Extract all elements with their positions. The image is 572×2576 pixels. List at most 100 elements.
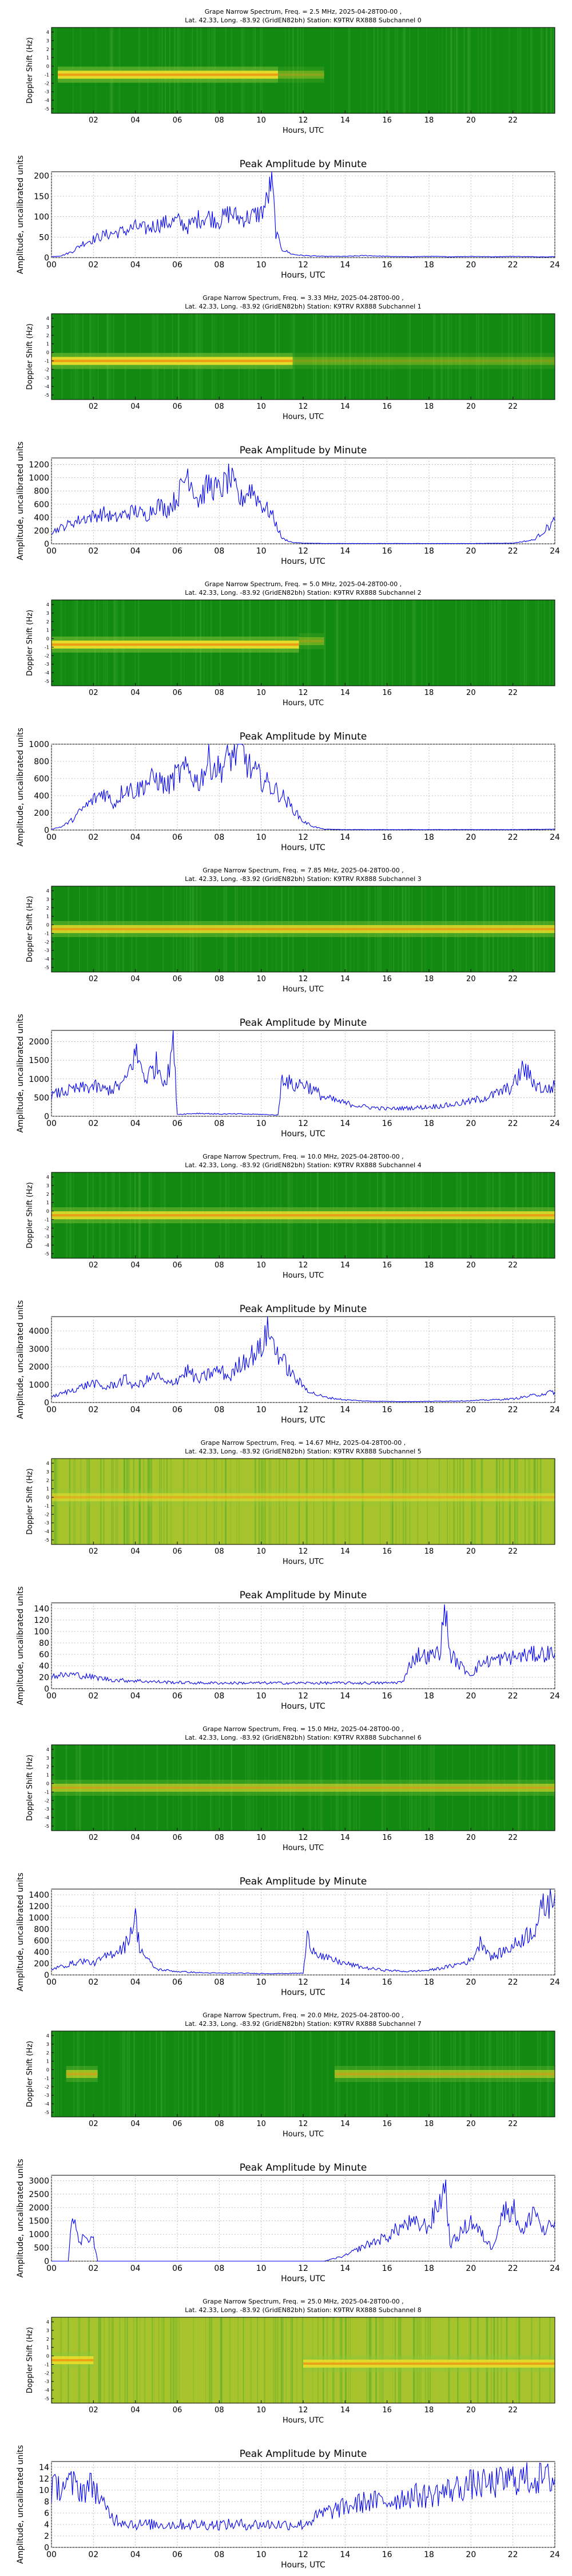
noise-streak: [409, 1459, 411, 1544]
noise-streak: [283, 1459, 284, 1544]
doppler-tick-label: 2: [46, 47, 49, 52]
noise-streak: [500, 600, 502, 686]
noise-streak: [54, 1459, 55, 1544]
spectrogram-ylabel: Doppler Shift (Hz): [26, 1468, 34, 1535]
y-tick-label: 1200: [29, 461, 49, 470]
x-tick-label: 14: [340, 2406, 350, 2415]
x-tick-label: 10: [256, 2550, 267, 2559]
noise-streak: [475, 600, 477, 686]
x-tick-label: 10: [256, 1834, 266, 1842]
spectrogram-panel-5: Grape Narrow Spectrum, Freq. = 14.67 MHz…: [26, 1439, 555, 1566]
x-tick-label: 18: [424, 1692, 434, 1701]
x-tick-label: 08: [214, 2264, 224, 2273]
signal-core: [335, 2073, 555, 2075]
x-tick-label: 06: [172, 2264, 182, 2273]
noise-streak: [349, 314, 351, 400]
noise-streak: [69, 1459, 71, 1544]
x-tick-label: 14: [340, 2120, 350, 2128]
amplitude-ylabel: Amplitude, uncalibrated units: [16, 441, 25, 560]
noise-streak: [291, 2317, 293, 2403]
noise-streak: [288, 27, 290, 113]
doppler-tick-label: 2: [46, 906, 49, 911]
noise-streak: [205, 2317, 206, 2403]
noise-streak: [309, 600, 311, 686]
noise-streak: [345, 600, 347, 686]
noise-streak: [451, 27, 452, 113]
noise-streak: [74, 1459, 76, 1544]
x-tick-label: 04: [130, 2550, 141, 2559]
noise-streak: [166, 1459, 168, 1544]
doppler-tick-label: 0: [46, 350, 49, 355]
noise-streak: [111, 1459, 113, 1544]
x-tick-label: 18: [424, 689, 434, 697]
noise-streak: [462, 1459, 464, 1544]
y-tick-label: 0: [44, 1685, 49, 1694]
noise-streak: [285, 1459, 288, 1544]
noise-streak: [459, 314, 462, 400]
noise-streak: [442, 27, 443, 113]
noise-streak: [235, 2031, 236, 2117]
x-tick-label: 16: [382, 1405, 392, 1415]
x-tick-label: 18: [424, 2550, 434, 2559]
x-tick-label: 00: [46, 2550, 57, 2559]
x-tick-label: 18: [424, 1547, 434, 1556]
noise-streak: [305, 1459, 308, 1544]
noise-streak: [225, 1459, 227, 1544]
doppler-tick-label: -5: [45, 2110, 49, 2115]
y-tick-label: 3000: [29, 2176, 49, 2186]
noise-streak: [150, 1459, 152, 1544]
noise-streak: [540, 600, 542, 686]
noise-streak: [507, 27, 509, 113]
doppler-tick-label: -2: [45, 1226, 49, 1231]
noise-streak: [526, 314, 528, 400]
noise-streak: [100, 1459, 102, 1544]
spectrogram-ylabel: Doppler Shift (Hz): [26, 1182, 34, 1249]
x-tick-label: 14: [340, 1978, 350, 1987]
signal-core: [51, 1496, 555, 1499]
signal-core: [51, 928, 555, 930]
noise-streak: [148, 1459, 149, 1544]
noise-streak: [288, 2031, 290, 2117]
noise-streak: [526, 600, 527, 686]
noise-streak: [384, 600, 387, 686]
spectrogram-ylabel: Doppler Shift (Hz): [26, 2041, 34, 2107]
noise-streak: [404, 600, 406, 686]
noise-streak: [344, 1459, 346, 1544]
noise-streak: [263, 1459, 264, 1544]
noise-streak: [280, 2317, 283, 2403]
doppler-tick-label: 3: [46, 2328, 49, 2333]
noise-streak: [297, 27, 299, 113]
y-tick-label: 1500: [29, 1056, 49, 1065]
signal-halo: [299, 633, 324, 649]
y-tick-label: 2000: [29, 1038, 49, 1047]
x-tick-label: 16: [382, 1978, 392, 1987]
noise-streak: [128, 2031, 130, 2117]
x-tick-label: 14: [340, 1834, 350, 1842]
x-tick-label: 22: [508, 2120, 518, 2128]
y-tick-label: 6: [44, 2509, 49, 2518]
x-tick-label: 20: [466, 1547, 476, 1556]
noise-streak: [362, 1459, 364, 1544]
noise-streak: [386, 27, 387, 113]
noise-streak: [291, 2031, 292, 2117]
noise-streak: [469, 27, 471, 113]
x-tick-label: 06: [173, 116, 182, 125]
y-tick-label: 2500: [29, 2190, 49, 2199]
noise-streak: [175, 2031, 177, 2117]
y-tick-label: 500: [34, 2244, 49, 2253]
noise-streak: [511, 314, 513, 400]
x-tick-label: 20: [466, 1261, 476, 1270]
doppler-tick-label: 3: [46, 1756, 49, 1761]
x-tick-label: 06: [173, 1834, 182, 1842]
signal-core: [292, 359, 555, 362]
noise-streak: [220, 2317, 223, 2403]
y-tick-label: 1000: [29, 1075, 49, 1084]
noise-streak: [173, 2317, 175, 2403]
doppler-tick-label: 4: [46, 888, 49, 894]
noise-streak: [160, 2031, 161, 2117]
amplitude-title: Peak Amplitude by Minute: [240, 1590, 367, 1601]
noise-streak: [178, 2317, 180, 2403]
noise-streak: [143, 2031, 144, 2117]
noise-streak: [399, 1459, 400, 1544]
x-tick-label: 14: [340, 1119, 350, 1128]
